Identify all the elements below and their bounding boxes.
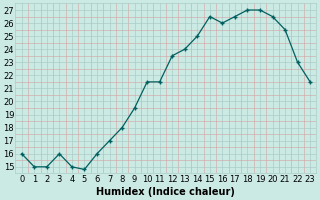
X-axis label: Humidex (Indice chaleur): Humidex (Indice chaleur) [97,187,236,197]
